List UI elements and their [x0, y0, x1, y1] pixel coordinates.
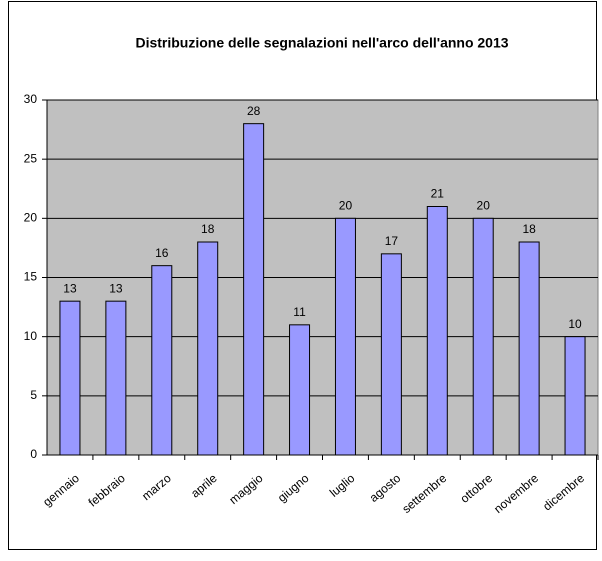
y-tick-label: 20: [24, 211, 38, 225]
bar: [472, 217, 494, 456]
data-label: 11: [293, 305, 306, 319]
data-label: 10: [568, 317, 582, 331]
bar: [518, 241, 540, 456]
y-tick-label: 0: [30, 447, 37, 461]
data-label: 20: [477, 199, 491, 213]
data-label: 13: [63, 281, 77, 295]
y-tick-label: 10: [24, 329, 38, 343]
bar: [105, 300, 127, 456]
y-tick-label: 25: [24, 151, 38, 165]
data-label: 20: [339, 199, 353, 213]
y-tick-label: 5: [30, 388, 37, 402]
bar: [243, 123, 265, 456]
bar: [564, 336, 586, 456]
y-tick-label: 30: [24, 92, 38, 106]
y-tick-label: 15: [24, 270, 38, 284]
data-label: 21: [431, 187, 445, 201]
bar: [426, 206, 448, 456]
bar: [289, 324, 311, 456]
bar: [334, 217, 356, 456]
data-label: 17: [385, 234, 399, 248]
bar: [380, 253, 402, 456]
bar: [151, 265, 173, 456]
bar: [197, 241, 219, 456]
data-label: 16: [155, 246, 169, 260]
data-label: 13: [109, 281, 123, 295]
data-label: 28: [247, 104, 261, 118]
data-label: 18: [201, 222, 215, 236]
bar: [59, 300, 81, 456]
chart-title: Distribuzione delle segnalazioni nell'ar…: [135, 35, 508, 51]
data-label: 18: [522, 222, 536, 236]
